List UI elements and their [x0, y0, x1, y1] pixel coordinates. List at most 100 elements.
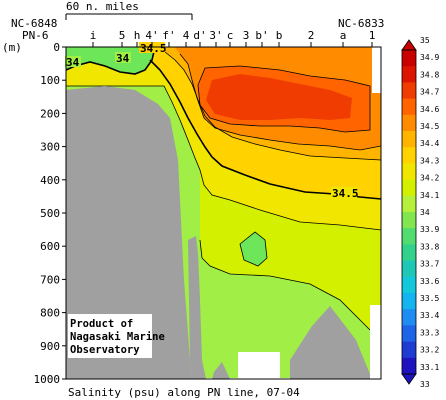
colorbar-segment: [402, 276, 416, 294]
salinity-fill-layers: [66, 47, 381, 378]
y-tick-label: 0: [53, 41, 60, 54]
fill-34-0-shelf: [66, 47, 155, 74]
colorbar-level-label: 33.9: [420, 225, 439, 234]
y-tick-label: 600: [40, 240, 60, 253]
colorbar-segment: [402, 357, 416, 375]
contour-label-34-a: 34: [66, 56, 80, 69]
station-label: 2: [308, 29, 315, 42]
y-tick-label: 800: [40, 307, 60, 320]
colorbar-segment: [402, 244, 416, 261]
mask-right-edge: [372, 47, 381, 93]
colorbar-segment: [402, 131, 416, 148]
y-tick-label: 500: [40, 207, 60, 220]
y-axis: 0 100 200 300 400 500 600 700 800 900 1000: [34, 41, 66, 386]
colorbar-level-label: 33.6: [420, 277, 439, 286]
station-label: a: [340, 29, 347, 42]
station-label: i: [90, 29, 97, 42]
colorbar-segment: [402, 179, 416, 197]
y-tick-label: 200: [40, 107, 60, 120]
colorbar-level-label: 35: [420, 36, 430, 45]
station-label: 1: [369, 29, 376, 42]
contour-thin-4: [197, 65, 371, 133]
station-id-right: NC-6833: [338, 17, 384, 30]
y-tick-label: 300: [40, 141, 60, 154]
colorbar-level-label: 34: [420, 208, 430, 217]
colorbar: 35 34.9 34.8 34.7 34.6 34.5 34.4 34.3 34.2 34.1 34…: [401, 36, 439, 389]
y-tick-label: 900: [40, 340, 60, 353]
contour-label-34-b: 34: [116, 52, 130, 65]
station-labels: i 5 h 4' f' 4 d' 3' c 3 b' b 2 a 1: [90, 29, 376, 47]
colorbar-segment: [402, 341, 416, 359]
contour-label-34-5: 34.5: [332, 187, 359, 200]
note-line-1: Product of: [70, 318, 133, 330]
bottom-rise: [290, 306, 372, 379]
station-label: b': [255, 29, 268, 42]
station-label: 5: [119, 29, 126, 42]
colorbar-segment: [402, 260, 416, 278]
colorbar-level-label: 33.7: [420, 260, 439, 269]
colorbar-segment: [402, 82, 416, 99]
colorbar-level-label: 34.1: [420, 191, 439, 200]
colorbar-level-label: 33: [420, 380, 430, 389]
station-label: 4': [145, 29, 158, 42]
no-data-masks: [238, 47, 381, 379]
station-id-left: NC-6848: [11, 17, 57, 30]
colorbar-level-label: 34.3: [420, 156, 439, 165]
station-label: d': [193, 29, 206, 42]
colorbar-level-label: 34.4: [420, 139, 439, 148]
colorbar-segment: [402, 50, 416, 67]
colorbar-level-label: 33.4: [420, 311, 439, 320]
station-id-left-pn: PN-6: [22, 29, 49, 42]
colorbar-level-label: 34.6: [420, 105, 439, 114]
y-tick-label: 400: [40, 174, 60, 187]
colorbar-segment: [402, 309, 416, 326]
contour-thin-2: [164, 51, 382, 161]
colorbar-level-label: 33.2: [420, 346, 439, 355]
y-tick-label: 100: [40, 74, 60, 87]
colorbar-segment: [402, 293, 416, 310]
colorbar-level-label: 33.8: [420, 242, 439, 251]
colorbar-segment: [402, 114, 416, 132]
colorbar-level-label: 34.2: [420, 174, 439, 183]
contour-thin-1: [66, 85, 382, 231]
colorbar-segment: [402, 325, 416, 342]
station-label: h: [134, 29, 141, 42]
y-tick-label: 1000: [34, 373, 61, 386]
station-label: f': [162, 29, 175, 42]
bottom-shelf: [66, 86, 192, 379]
y-axis-label: (m): [2, 41, 22, 54]
colorbar-segment: [402, 147, 416, 164]
mask-right-deep: [370, 305, 381, 379]
contour-thin-5: [199, 239, 371, 331]
colorbar-level-label: 34.7: [420, 88, 439, 97]
fill-34-0-patch: [240, 232, 267, 266]
colorbar-segment: [402, 228, 416, 245]
mask-bottom-center: [238, 352, 280, 379]
bottom-knoll: [212, 362, 230, 379]
station-label: c: [227, 29, 234, 42]
station-label: b: [276, 29, 283, 42]
note-line-3: Observatory: [70, 344, 140, 356]
colorbar-top-arrow: [401, 39, 417, 51]
contour-thin-3: [179, 53, 382, 151]
colorbar-level-label: 34.5: [420, 122, 439, 131]
y-tick-label: 700: [40, 273, 60, 286]
scale-bar: [65, 13, 193, 20]
colorbar-level-label: 34.9: [420, 53, 439, 62]
note-box: [68, 314, 152, 358]
scale-label: 60 n. miles: [66, 0, 139, 13]
contour-label-34-5-top: 34.5: [140, 42, 167, 55]
note-line-2: Nagasaki Marine: [70, 331, 165, 343]
colorbar-level-label: 33.3: [420, 328, 439, 337]
fill-34-8: [206, 74, 352, 120]
contour-thick-34-5: [149, 59, 382, 200]
station-label: 4: [183, 29, 190, 42]
colorbar-level-label: 33.1: [420, 363, 439, 372]
colorbar-segment: [402, 212, 416, 229]
colorbar-level-label: 33.5: [420, 294, 439, 303]
colorbar-bottom-arrow: [401, 373, 417, 385]
colorbar-segment: [402, 163, 416, 180]
colorbar-segment: [402, 195, 416, 213]
colorbar-frame: [401, 49, 417, 375]
